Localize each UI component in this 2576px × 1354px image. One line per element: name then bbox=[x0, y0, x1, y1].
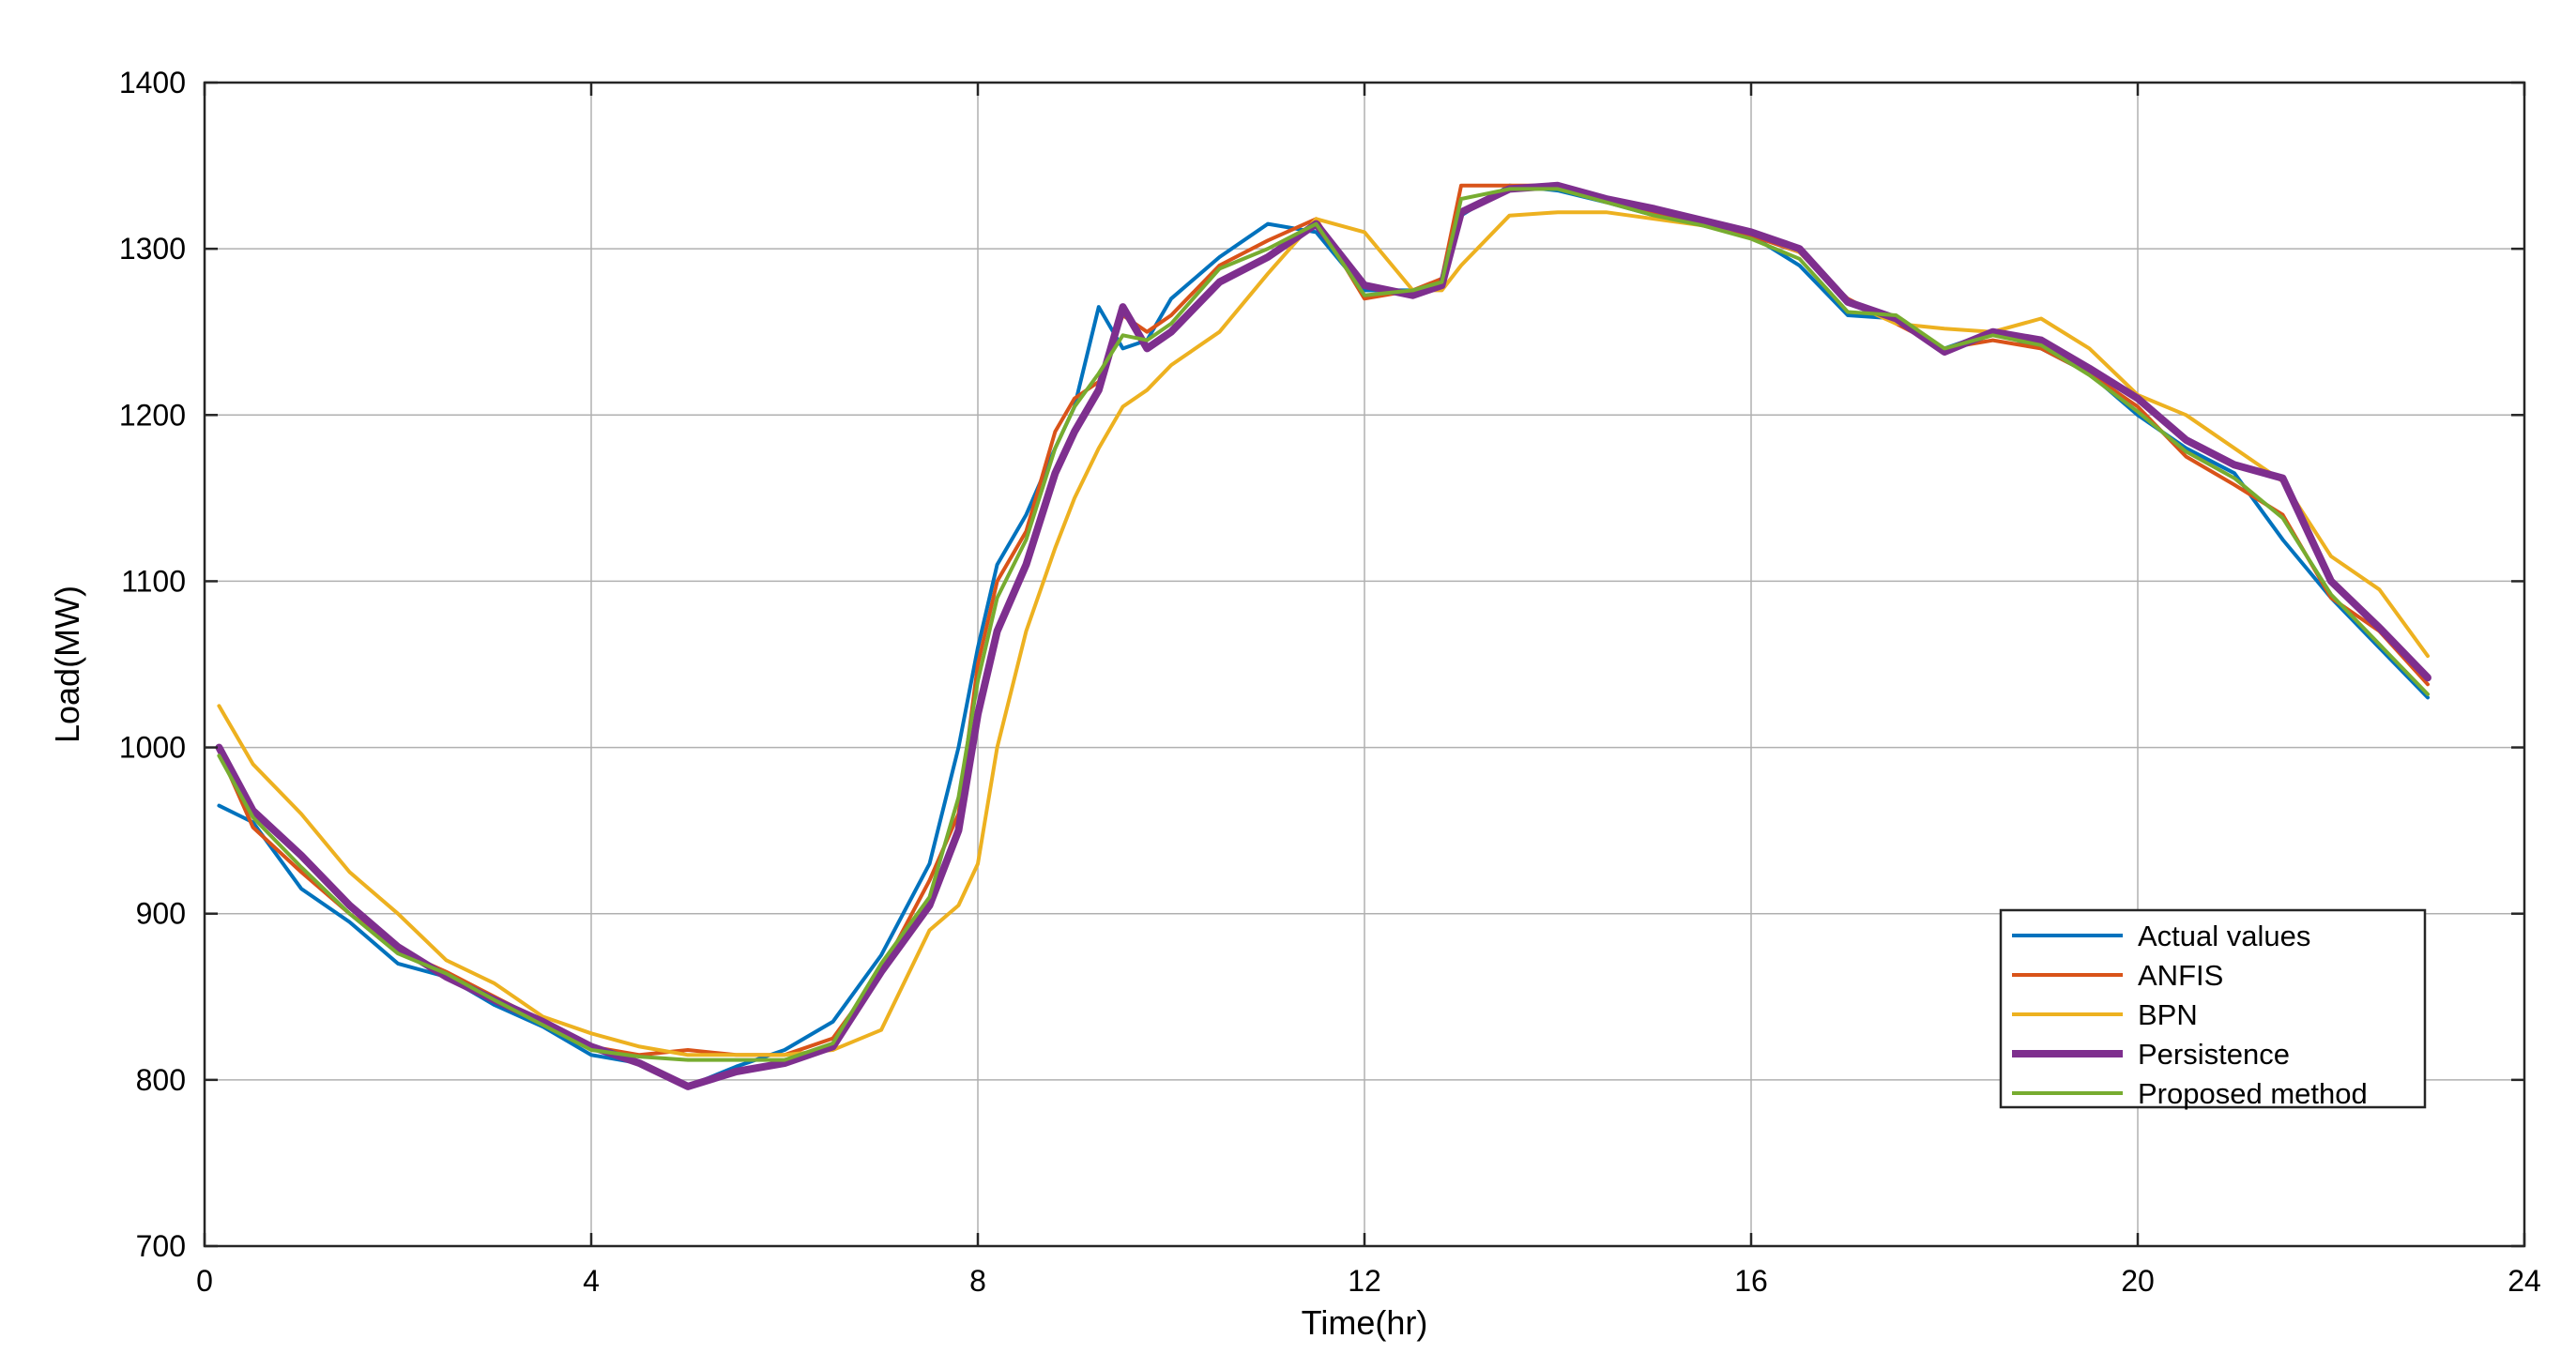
y-tick-label: 900 bbox=[136, 897, 186, 931]
legend: Actual values ANFIS BPN Persistence Proposed… bbox=[1999, 908, 2427, 1110]
y-tick-label: 1400 bbox=[119, 66, 186, 99]
x-tick-label: 16 bbox=[1734, 1264, 1768, 1298]
y-tick-label: 1100 bbox=[121, 564, 186, 598]
x-tick-label: 4 bbox=[583, 1264, 600, 1298]
y-axis-label: Load(MW) bbox=[48, 586, 86, 743]
legend-label: Persistence bbox=[2138, 1038, 2290, 1071]
series-line-4 bbox=[217, 187, 2430, 1062]
axis-ticks bbox=[203, 81, 2526, 1248]
series-line-2 bbox=[217, 210, 2430, 1057]
legend-label: Actual values bbox=[2138, 920, 2310, 952]
series-line-3 bbox=[215, 181, 2431, 1090]
x-tick-label: 0 bbox=[196, 1264, 213, 1298]
x-tick-label: 24 bbox=[2507, 1264, 2541, 1298]
legend-label: ANFIS bbox=[2138, 959, 2223, 992]
x-tick-label: 12 bbox=[1348, 1264, 1381, 1298]
series-line-1 bbox=[217, 183, 2430, 1057]
legend-label: Proposed method bbox=[2138, 1077, 2368, 1110]
x-tick-label: 20 bbox=[2121, 1264, 2155, 1298]
y-tick-label: 1200 bbox=[119, 398, 186, 432]
x-tick-label: 8 bbox=[969, 1264, 986, 1298]
y-tick-label: 1300 bbox=[119, 232, 186, 266]
series-layer bbox=[215, 181, 2431, 1090]
tick-labels: 0 4 8 12 16 20 24 700 800 900 1000 1100 1200 1300 1400 bbox=[119, 66, 2541, 1298]
y-tick-label: 800 bbox=[136, 1063, 186, 1097]
y-tick-label: 1000 bbox=[119, 731, 186, 765]
y-tick-label: 700 bbox=[136, 1229, 186, 1263]
legend-label: BPN bbox=[2138, 998, 2198, 1031]
x-axis-label: Time(hr) bbox=[1302, 1303, 1428, 1342]
legend-box bbox=[1999, 908, 2427, 1109]
